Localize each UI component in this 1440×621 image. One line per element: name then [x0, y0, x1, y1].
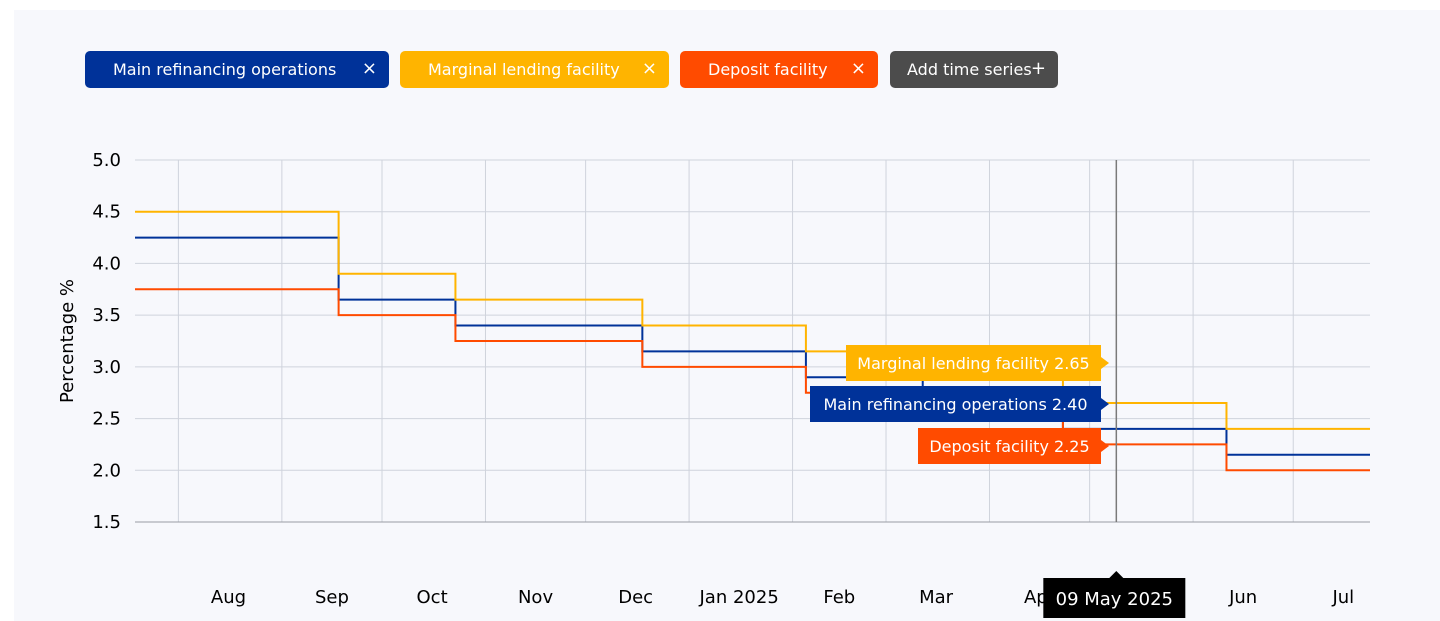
y-tick-label: 3.0 [92, 357, 121, 378]
tooltip-box [846, 345, 1101, 381]
date-badge-pointer [1109, 571, 1124, 578]
y-axis-ticks: 5.0 4.5 4.0 3.5 3.0 2.5 2.0 1.5 [92, 150, 121, 533]
hover-tooltip: Main refinancing operations 2.40 [810, 386, 1109, 422]
series-line [135, 236, 1370, 456]
tooltip-label: Deposit facility 2.25 [929, 437, 1089, 456]
date-badge [1043, 578, 1186, 618]
add-time-series-button[interactable]: Add time series + [890, 51, 1058, 88]
y-tick-label: 4.5 [92, 202, 121, 223]
series-chip-label: Main refinancing operations [113, 60, 337, 79]
x-tick-label: Mar [919, 587, 954, 608]
plus-icon: + [1030, 58, 1046, 79]
y-tick-label: 3.5 [92, 305, 121, 326]
x-tick-label: Aug [211, 587, 246, 608]
tooltip-pointer [1101, 440, 1109, 452]
series-chip-label: Marginal lending facility [428, 60, 620, 79]
hover-tooltip: Marginal lending facility 2.65 [846, 345, 1109, 381]
x-tick-label: Nov [518, 587, 553, 608]
series-line [135, 210, 1370, 430]
y-tick-label: 2.5 [92, 409, 121, 430]
tooltip-box [810, 386, 1101, 422]
tooltip-label: Marginal lending facility 2.65 [857, 354, 1089, 373]
y-tick-label: 2.0 [92, 460, 121, 481]
close-icon[interactable]: × [850, 58, 866, 79]
y-tick-label: 1.5 [92, 512, 121, 533]
y-tick-label: 5.0 [92, 150, 121, 171]
x-tick-label: Jan 2025 [699, 587, 779, 608]
series-line [135, 288, 1370, 472]
series-chip-label: Deposit facility [708, 60, 828, 79]
close-icon[interactable]: × [361, 58, 377, 79]
x-tick-label: Jul [1331, 587, 1354, 608]
series-chip-marginal-lending[interactable]: Marginal lending facility × [400, 51, 669, 88]
hover-tooltip: Deposit facility 2.25 [918, 428, 1109, 464]
add-time-series-label: Add time series [907, 60, 1032, 79]
close-icon[interactable]: × [641, 58, 657, 79]
y-tick-label: 4.0 [92, 253, 121, 274]
chart-grid [135, 159, 1370, 523]
tooltip-box [918, 428, 1101, 464]
x-tick-label: Feb [823, 587, 855, 608]
x-tick-label: Oct [417, 587, 448, 608]
x-tick-label: Jun [1228, 587, 1257, 608]
series-chip-deposit-facility[interactable]: Deposit facility × [680, 51, 878, 88]
x-tick-label: Sep [315, 587, 349, 608]
tooltip-label: Main refinancing operations 2.40 [823, 395, 1087, 414]
y-axis-title: Percentage % [57, 279, 78, 403]
hover-overlay: Marginal lending facility 2.65 Main refin… [810, 160, 1186, 618]
series-lines [135, 210, 1370, 472]
tooltip-pointer [1101, 398, 1109, 410]
date-badge-label: 09 May 2025 [1056, 589, 1173, 610]
x-tick-label: Dec [618, 587, 653, 608]
series-chip-main-refinancing[interactable]: Main refinancing operations × [85, 51, 389, 88]
tooltip-pointer [1101, 357, 1109, 369]
